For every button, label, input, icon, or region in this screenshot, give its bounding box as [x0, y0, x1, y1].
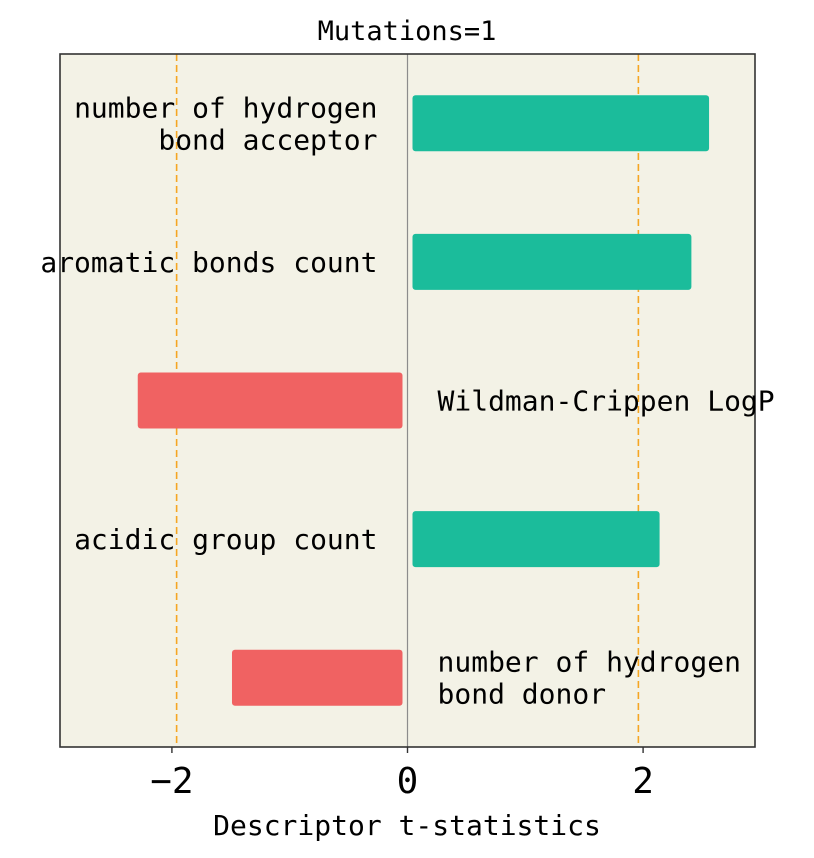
bar-category-label-line: Wildman-Crippen LogP: [438, 385, 775, 418]
x-tick-label: −2: [150, 761, 193, 802]
chart-title: Mutations=1: [318, 16, 497, 47]
bar-category-label: aromatic bonds count: [40, 246, 377, 279]
bar: [412, 511, 660, 568]
bar-category-label: number of hydrogen bond donor: [438, 646, 741, 711]
bar-category-label-line: acidic group count: [74, 523, 377, 556]
bar-category-label-line: number of hydrogen: [438, 646, 741, 679]
x-tick-label: 0: [397, 761, 419, 802]
bar: [412, 233, 692, 290]
bar-category-label-line: number of hydrogen: [74, 91, 377, 124]
bar-category-label: number of hydrogen bond acceptor: [74, 91, 377, 156]
bar-category-label-line: bond donor: [438, 678, 607, 711]
bar: [231, 649, 403, 706]
bar-category-label-line: bond acceptor: [158, 123, 377, 156]
bar-category-label-line: aromatic bonds count: [40, 246, 377, 279]
bar-category-label: acidic group count: [74, 523, 377, 556]
x-tick-label: 2: [632, 761, 654, 802]
bar: [412, 95, 710, 152]
bar: [137, 372, 403, 429]
x-axis-label: Descriptor t-statistics: [213, 809, 601, 842]
bar-category-label: Wildman-Crippen LogP: [438, 385, 775, 418]
